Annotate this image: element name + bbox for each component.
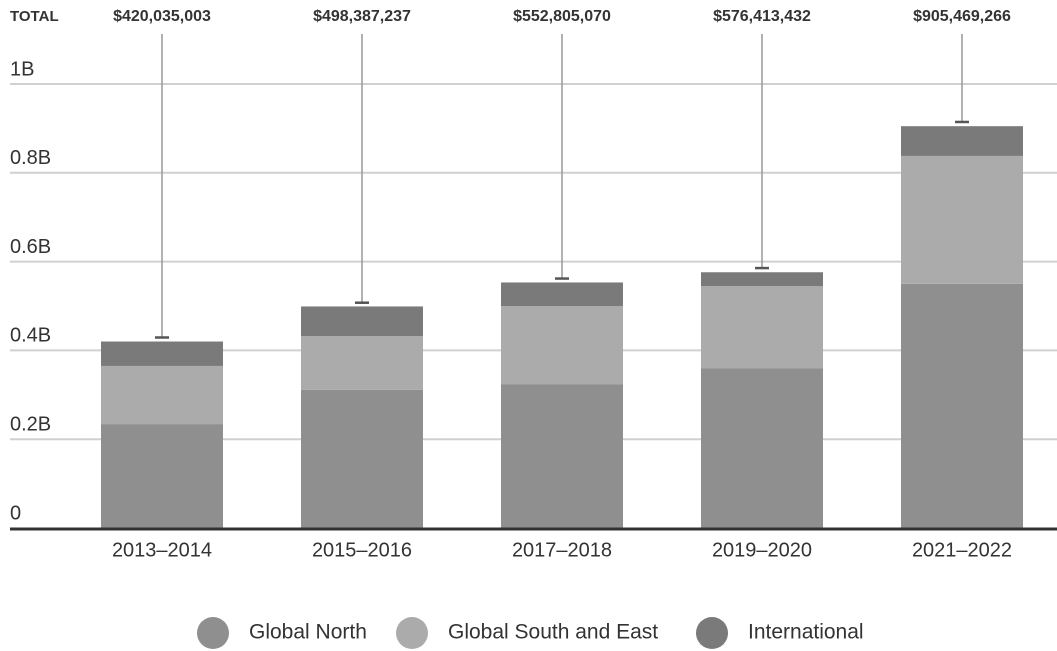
bar-segment [901,126,1023,156]
legend-label: Global North [249,621,367,644]
y-tick-label: 0 [10,502,21,524]
bar-segment [301,306,423,337]
total-label: $420,035,003 [113,8,211,25]
x-tick-label: 2013–2014 [112,539,212,561]
x-tick-label: 2021–2022 [912,539,1012,561]
legend-label: International [748,621,864,644]
bar-segment [701,368,823,528]
total-label: $576,413,432 [713,8,811,25]
bar-segment [501,306,623,385]
x-tick-label: 2019–2020 [712,539,812,561]
bar-segment [101,424,223,528]
legend-swatch [396,617,428,649]
totals-label: TOTAL [10,8,59,25]
legend-swatch [696,617,728,649]
y-tick-label: 0.2B [10,413,51,435]
bar-segment [101,365,223,425]
total-label: $498,387,237 [313,8,411,25]
bar-segment [701,272,823,287]
y-tick-label: 0.4B [10,325,51,347]
legend-swatch [197,617,229,649]
y-tick-label: 1B [10,58,34,80]
bar-segment [101,341,223,366]
bar-segment [701,286,823,369]
bar-segment [301,336,423,390]
y-tick-label: 0.8B [10,147,51,169]
legend-label: Global South and East [448,621,658,644]
bar-segment [301,389,423,528]
bar-segment [501,282,623,306]
bar-segment [501,384,623,528]
total-label: $552,805,070 [513,8,611,25]
x-tick-label: 2017–2018 [512,539,612,561]
total-label: $905,469,266 [913,8,1011,25]
x-tick-label: 2015–2016 [312,539,412,561]
bar-segment [901,283,1023,528]
bar-segment [901,155,1023,284]
y-tick-label: 0.6B [10,236,51,258]
